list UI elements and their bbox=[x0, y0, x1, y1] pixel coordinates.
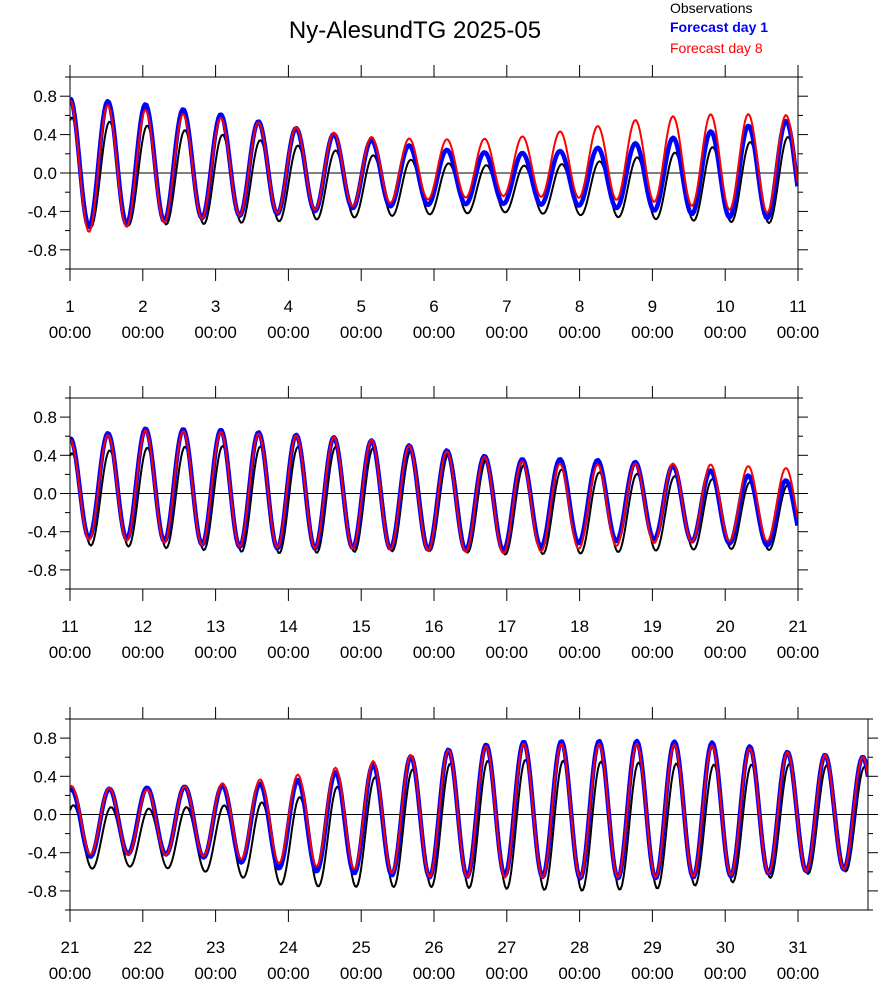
y-tick-label: 0.4 bbox=[33, 446, 57, 465]
panels: 0.8 0.4 0.0 -0.4 -0.8 1 00:00 2 00:00 3 00:00 4 00:0… bbox=[28, 65, 878, 983]
x-tick-label-day: 6 bbox=[429, 297, 438, 316]
x-tick-label-time: 00:00 bbox=[486, 964, 529, 983]
x-tick-label-day: 30 bbox=[716, 938, 735, 957]
x-tick-label-day: 4 bbox=[284, 297, 293, 316]
chart-title: Ny-AlesundTG 2025-05 bbox=[289, 17, 541, 44]
y-tick-label: 0.4 bbox=[33, 767, 57, 786]
x-tick-label-day: 5 bbox=[356, 297, 365, 316]
x-tick-label-day: 16 bbox=[425, 617, 444, 636]
x-tick-label-day: 22 bbox=[133, 938, 152, 957]
x-tick-label-time: 00:00 bbox=[558, 323, 601, 342]
x-tick-label-day: 29 bbox=[643, 938, 662, 957]
x-tick-label-day: 25 bbox=[352, 938, 371, 957]
x-tick-label-time: 00:00 bbox=[413, 643, 456, 662]
x-tick-label-time: 00:00 bbox=[49, 964, 92, 983]
x-tick-label-time: 00:00 bbox=[340, 643, 383, 662]
x-tick-label-time: 00:00 bbox=[704, 323, 747, 342]
y-tick-label: 0.8 bbox=[33, 729, 57, 748]
y-tick-label: 0.0 bbox=[33, 485, 57, 504]
x-tick-label-time: 00:00 bbox=[267, 964, 310, 983]
x-tick-label-time: 00:00 bbox=[49, 323, 92, 342]
x-tick-label-day: 10 bbox=[716, 297, 735, 316]
x-tick-label-day: 7 bbox=[502, 297, 511, 316]
panel-3: 0.8 0.4 0.0 -0.4 -0.8 21 00:00 22 00:00 23 00:00 24… bbox=[28, 707, 878, 983]
x-tick-label-day: 31 bbox=[789, 938, 808, 957]
x-tick-label-time: 00:00 bbox=[631, 323, 674, 342]
y-tick-label: 0.4 bbox=[33, 126, 57, 145]
legend-observations: Observations bbox=[670, 0, 752, 16]
series-forecast-day-8 bbox=[70, 742, 868, 879]
y-tick-label: 0.0 bbox=[33, 806, 57, 825]
x-tick-label-time: 00:00 bbox=[267, 643, 310, 662]
x-tick-label-day: 28 bbox=[570, 938, 589, 957]
x-tick-label-day: 27 bbox=[497, 938, 516, 957]
x-tick-label-time: 00:00 bbox=[631, 964, 674, 983]
x-tick-label-time: 00:00 bbox=[486, 323, 529, 342]
y-tick-label: -0.8 bbox=[28, 882, 57, 901]
x-tick-label-time: 00:00 bbox=[194, 643, 237, 662]
x-tick-label-time: 00:00 bbox=[194, 323, 237, 342]
x-tick-label-day: 14 bbox=[279, 617, 298, 636]
x-tick-label-time: 00:00 bbox=[631, 643, 674, 662]
x-tick-label-day: 23 bbox=[206, 938, 225, 957]
y-tick-label: -0.4 bbox=[28, 844, 57, 863]
x-tick-label-day: 20 bbox=[716, 617, 735, 636]
x-tick-label-day: 1 bbox=[65, 297, 74, 316]
x-tick-label-day: 21 bbox=[789, 617, 808, 636]
x-tick-label-time: 00:00 bbox=[704, 964, 747, 983]
legend: Observations Forecast day 1 Forecast day… bbox=[670, 0, 768, 56]
x-tick-label-time: 00:00 bbox=[558, 643, 601, 662]
series-observations bbox=[70, 758, 868, 892]
x-tick-label-time: 00:00 bbox=[704, 643, 747, 662]
x-tick-label-day: 21 bbox=[61, 938, 80, 957]
x-tick-label-time: 00:00 bbox=[340, 964, 383, 983]
x-tick-label-day: 24 bbox=[279, 938, 298, 957]
x-tick-label-time: 00:00 bbox=[122, 323, 165, 342]
x-tick-label-time: 00:00 bbox=[267, 323, 310, 342]
y-tick-label: 0.8 bbox=[33, 408, 57, 427]
x-tick-label-day: 15 bbox=[352, 617, 371, 636]
x-tick-label-day: 11 bbox=[789, 297, 807, 316]
y-tick-label: -0.8 bbox=[28, 241, 57, 260]
legend-forecast-day-8: Forecast day 8 bbox=[670, 40, 763, 56]
x-tick-label-time: 00:00 bbox=[777, 964, 820, 983]
y-tick-label: -0.4 bbox=[28, 523, 57, 542]
x-tick-label-time: 00:00 bbox=[122, 643, 165, 662]
x-tick-label-day: 12 bbox=[133, 617, 152, 636]
series-forecast-day-8 bbox=[70, 429, 798, 555]
x-tick-label-time: 00:00 bbox=[413, 323, 456, 342]
x-tick-label-time: 00:00 bbox=[777, 643, 820, 662]
x-tick-label-day: 11 bbox=[61, 617, 79, 636]
x-tick-label-day: 18 bbox=[570, 617, 589, 636]
x-tick-label-time: 00:00 bbox=[122, 964, 165, 983]
y-tick-label: -0.8 bbox=[28, 561, 57, 580]
x-tick-label-time: 00:00 bbox=[558, 964, 601, 983]
x-tick-label-day: 8 bbox=[575, 297, 584, 316]
x-tick-label-day: 2 bbox=[138, 297, 147, 316]
x-tick-label-time: 00:00 bbox=[486, 643, 529, 662]
series-forecast-day-8 bbox=[70, 99, 798, 233]
x-tick-label-time: 00:00 bbox=[194, 964, 237, 983]
panel-2: 0.8 0.4 0.0 -0.4 -0.8 11 00:00 12 00:00 13 00:00 14… bbox=[28, 386, 820, 662]
panel-1: 0.8 0.4 0.0 -0.4 -0.8 1 00:00 2 00:00 3 00:00 4 00:0… bbox=[28, 65, 820, 342]
x-tick-label-time: 00:00 bbox=[413, 964, 456, 983]
x-tick-label-day: 3 bbox=[211, 297, 220, 316]
x-tick-label-time: 00:00 bbox=[49, 643, 92, 662]
y-tick-label: 0.8 bbox=[33, 87, 57, 106]
x-tick-label-day: 26 bbox=[425, 938, 444, 957]
y-tick-label: 0.0 bbox=[33, 164, 57, 183]
x-tick-label-day: 13 bbox=[206, 617, 225, 636]
x-tick-label-day: 17 bbox=[497, 617, 516, 636]
x-tick-label-time: 00:00 bbox=[340, 323, 383, 342]
legend-forecast-day-1: Forecast day 1 bbox=[670, 19, 768, 35]
x-tick-label-day: 9 bbox=[648, 297, 657, 316]
x-tick-label-time: 00:00 bbox=[777, 323, 820, 342]
y-tick-label: -0.4 bbox=[28, 202, 57, 221]
x-tick-label-day: 19 bbox=[643, 617, 662, 636]
